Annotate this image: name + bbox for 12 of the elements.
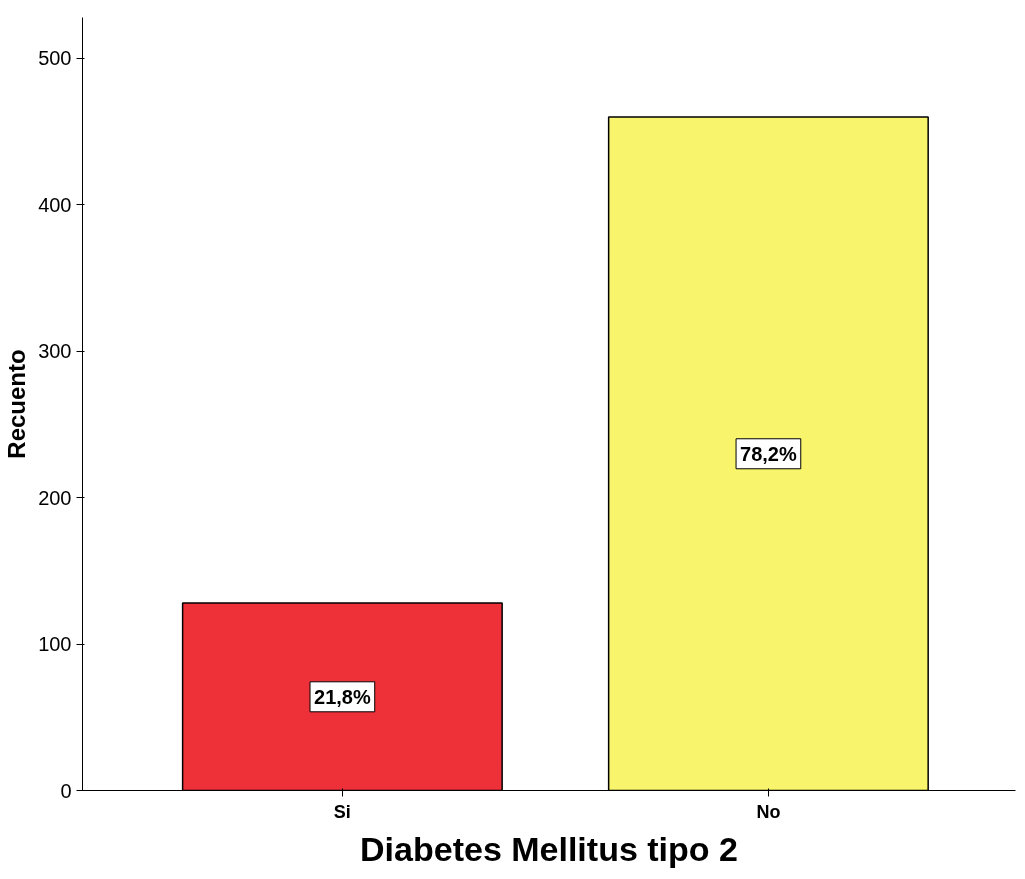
y-axis-title: Recuento <box>3 349 31 459</box>
y-tick-label: 200 <box>38 486 72 509</box>
x-tick-label: No <box>756 801 781 822</box>
y-tick-label: 300 <box>38 340 72 363</box>
x-tick-label: Si <box>333 801 351 822</box>
annotation: 78,2% <box>740 442 797 465</box>
x-axis-title: Diabetes Mellitus tipo 2 <box>360 829 738 868</box>
y-tick-label: 400 <box>38 193 72 216</box>
y-tick-label: 500 <box>38 47 72 70</box>
y-tick-label: 0 <box>60 779 72 802</box>
y-tick-label: 100 <box>38 633 72 656</box>
annotation: 21,8% <box>314 685 371 708</box>
